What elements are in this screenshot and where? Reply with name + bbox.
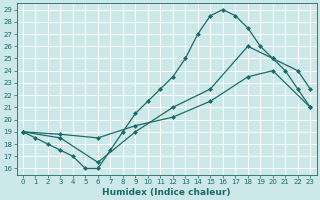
X-axis label: Humidex (Indice chaleur): Humidex (Indice chaleur) — [102, 188, 231, 197]
